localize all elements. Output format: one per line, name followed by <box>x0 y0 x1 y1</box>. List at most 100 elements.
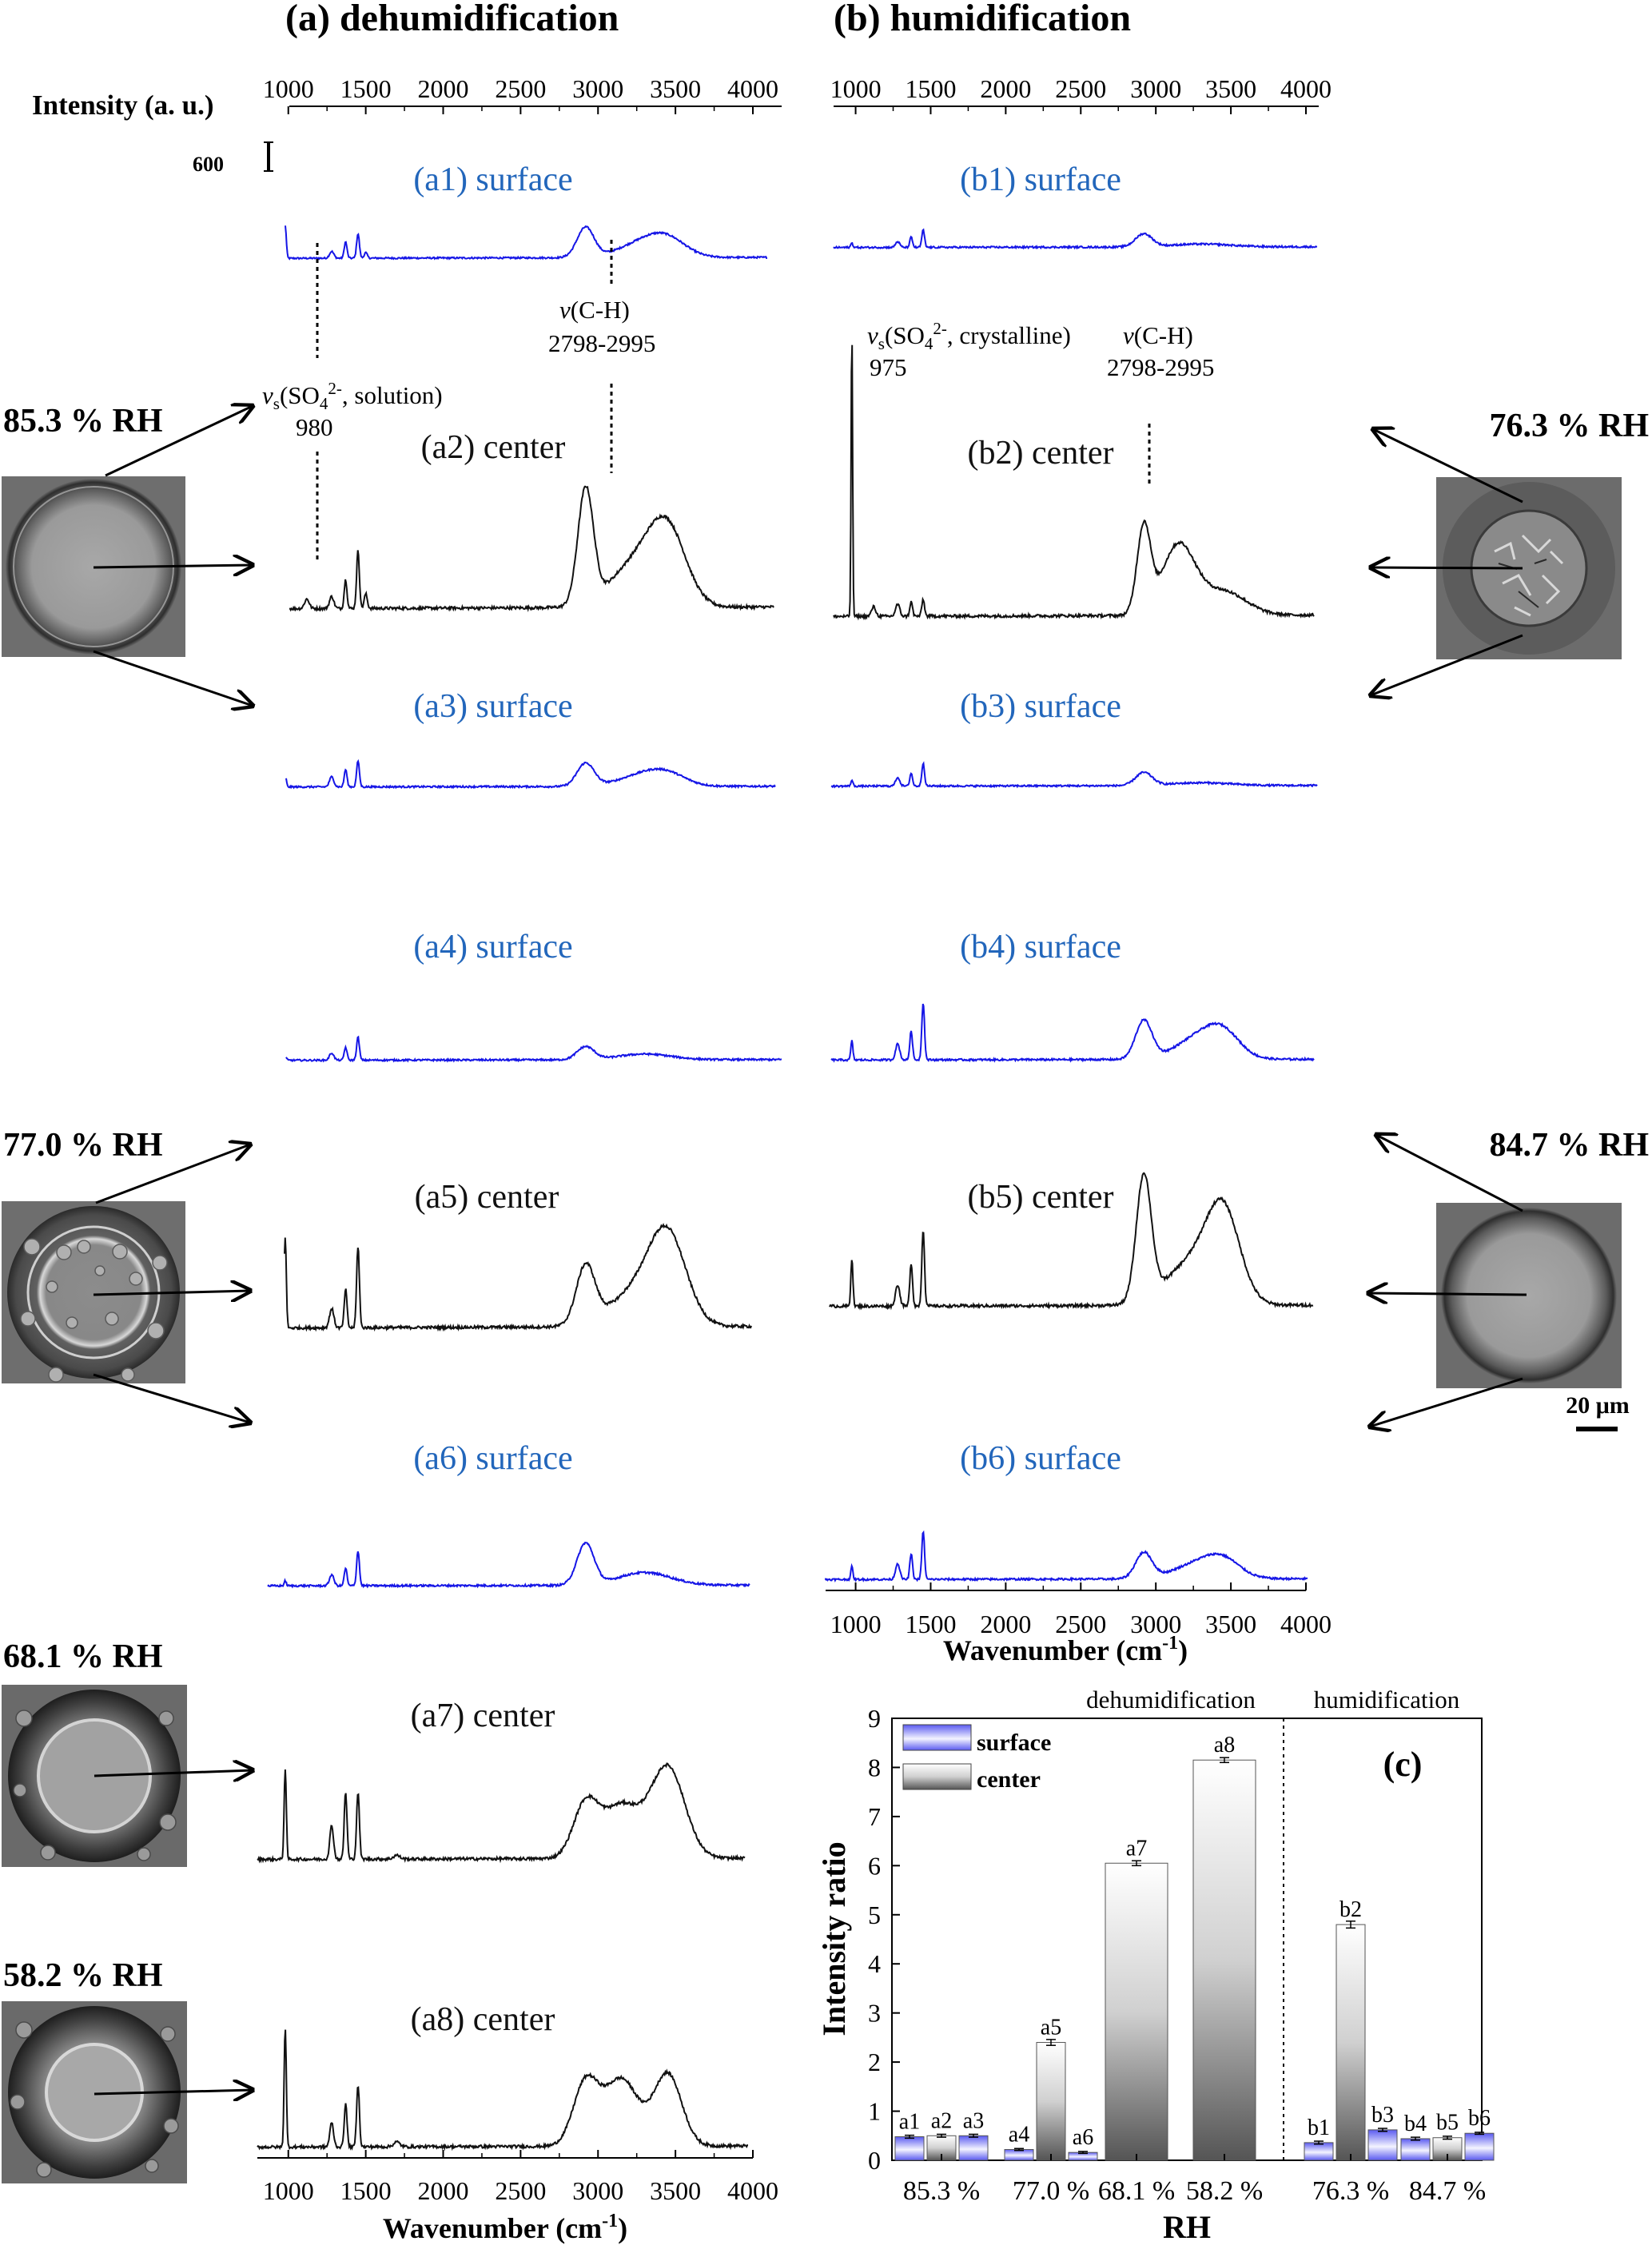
bottom-axis-b-tick-label: 3000 <box>1130 1610 1181 1638</box>
label-a7-center: (a7) center <box>411 1698 555 1734</box>
bottom-axis-a-tick-label: 3500 <box>650 2176 701 2205</box>
micro-scale-label: 20 μm <box>1566 1392 1630 1419</box>
bar-label-a6: a6 <box>1073 2125 1093 2150</box>
intensity-ratio-chart: 0 1 2 3 4 5 6 7 8 9 Intensity ratio RH (c) dehumi… <box>816 1686 1495 2245</box>
label-b1-surface: (b1) surface <box>960 161 1121 198</box>
top-axis-b: 1000 1500 2000 2500 3000 3500 4000 <box>830 74 1332 114</box>
top-axis-b-tick-label: 3000 <box>1130 74 1181 103</box>
spectrum-a7-center <box>257 1762 746 1864</box>
bar-y-axis-title: Intensity ratio <box>816 1841 852 2036</box>
spectrum-b4-surface <box>830 1003 1315 1063</box>
bar-label-a4: a4 <box>1009 2122 1029 2147</box>
spectrum-b1-surface <box>833 228 1318 250</box>
svg-text:vs(SO42-, solution): vs(SO42-, solution) <box>262 379 443 413</box>
top-axis-a: Intensity (a. u.) 1000 1500 2000 2500 3000 35… <box>32 74 782 121</box>
top-axis-b-tick-label: 2000 <box>980 74 1031 103</box>
bar-y-tick-label: 3 <box>868 1999 881 2028</box>
spectrum-a5-center <box>284 1223 752 1332</box>
spectrum-a3-surface <box>285 758 776 790</box>
ch-range-b: 2798-2995 <box>1107 353 1214 381</box>
bottom-axis-a-tick-label: 2500 <box>495 2176 546 2205</box>
panel-a-title: (a) dehumidification <box>285 0 619 39</box>
spectrum-a1-surface <box>285 225 768 261</box>
bar-x-tick-label: 68.1 % <box>1098 2176 1175 2206</box>
spectrum-b3-surface <box>830 761 1318 790</box>
top-axis-a-tick-label: 2000 <box>418 74 469 103</box>
spectrum-a8-center <box>257 2029 749 2151</box>
bottom-axis-b-tick-label: 1000 <box>830 1610 882 1638</box>
bar-y-tick-label: 1 <box>868 2097 881 2126</box>
legend-center: center <box>977 1766 1041 1793</box>
bar-label-a2: a2 <box>931 2108 952 2133</box>
spectrum-b2-center <box>833 344 1315 621</box>
bottom-axis-a-tick-label: 1500 <box>340 2176 392 2205</box>
label-a2-center: (a2) center <box>421 429 566 466</box>
position-arrows <box>93 406 1527 2094</box>
bar-label-b6: b6 <box>1468 2106 1491 2131</box>
micrograph-58-2 <box>2 2001 187 2183</box>
micrograph-84-7 <box>1436 1203 1622 1388</box>
top-axis-b-tick-label: 4000 <box>1280 74 1332 103</box>
spectra-panel-b <box>824 228 1318 1582</box>
bottom-axis-a-tick-label: 4000 <box>727 2176 778 2205</box>
scale-bar-value: 600 <box>193 153 224 176</box>
x-axis-title-b: Wavenumber (cm-1) <box>943 1633 1188 1666</box>
bar-label-a7: a7 <box>1126 1836 1147 1861</box>
bar-x-tick-label: 85.3 % <box>903 2176 980 2206</box>
bar-label-b5: b5 <box>1436 2111 1459 2136</box>
label-b2-center: (b2) center <box>967 435 1113 472</box>
bar-a5 <box>1036 2042 1066 2161</box>
svg-text:vs(SO42-, crystalline): vs(SO42-, crystalline) <box>867 319 1071 353</box>
bar-a3 <box>958 2135 989 2161</box>
top-axis-a-tick-label: 3500 <box>650 74 701 103</box>
svg-text:v(C-H): v(C-H) <box>1123 321 1193 349</box>
bar-y-tick-label: 7 <box>868 1802 881 1831</box>
intensity-axis-label: Intensity (a. u.) <box>32 90 214 121</box>
peak-guides <box>316 240 1151 563</box>
label-b6-surface: (b6) surface <box>960 1440 1121 1477</box>
bar-label-a3: a3 <box>963 2108 984 2133</box>
top-axis-a-tick-label: 4000 <box>727 74 778 103</box>
bar-x-axis-title: RH <box>1163 2209 1211 2245</box>
bar-label-b2: b2 <box>1340 1897 1362 1922</box>
legend-surface: surface <box>977 1730 1051 1756</box>
x-axis-title-a: Wavenumber (cm-1) <box>383 2211 627 2244</box>
bar-b2 <box>1336 1924 1366 2161</box>
top-axis-b-tick-label: 3500 <box>1205 74 1256 103</box>
top-axis-a-tick-label: 2500 <box>495 74 546 103</box>
label-a6-surface: (a6) surface <box>413 1440 572 1477</box>
label-b3-surface: (b3) surface <box>960 688 1121 725</box>
section-label-humidification: humidification <box>1314 1686 1460 1714</box>
spectrum-a4-surface <box>285 1035 782 1063</box>
so4-solution-wavenumber: 980 <box>296 413 333 441</box>
bar-y-tick-label: 4 <box>868 1949 881 1978</box>
bar-b3 <box>1367 2129 1398 2161</box>
label-b5-center: (b5) center <box>967 1179 1113 1216</box>
rh-label-68-1: 68.1 % RH <box>3 1638 163 1675</box>
rh-label-58-2: 58.2 % RH <box>3 1957 163 1994</box>
spectrum-b6-surface <box>824 1530 1308 1582</box>
bar-y-tick-label: 2 <box>868 2048 881 2076</box>
bar-a7 <box>1105 1862 1168 2161</box>
bar-label-b3: b3 <box>1371 2103 1394 2128</box>
label-a4-surface: (a4) surface <box>413 929 572 965</box>
panel-c-label: (c) <box>1383 1745 1423 1784</box>
label-a3-surface: (a3) surface <box>413 688 572 725</box>
bar-b6 <box>1464 2132 1495 2161</box>
bar-y-tick-label: 6 <box>868 1851 881 1880</box>
svg-text:v(C-H): v(C-H) <box>559 296 630 324</box>
rh-label-77-0: 77.0 % RH <box>3 1127 163 1164</box>
bottom-axis-b: 1000 1500 2000 2500 3000 3500 4000 Wavenumber … <box>826 1582 1332 1666</box>
rh-label-76-3: 76.3 % RH <box>1490 408 1650 444</box>
ch-annotation-b: v(C-H) 2798-2995 <box>1107 321 1214 381</box>
spectra-panel-a <box>257 225 782 2151</box>
bottom-axis-b-tick-label: 2000 <box>980 1610 1031 1638</box>
bottom-axis-b-tick-label: 1500 <box>905 1610 956 1638</box>
bottom-axis-b-tick-label: 3500 <box>1205 1610 1256 1638</box>
bar-a1 <box>894 2136 925 2161</box>
bar-label-b4: b4 <box>1404 2112 1427 2136</box>
rh-label-84-7: 84.7 % RH <box>1490 1127 1650 1164</box>
bar-a4 <box>1004 2148 1034 2161</box>
intensity-scale-bar: 600 <box>193 141 273 176</box>
